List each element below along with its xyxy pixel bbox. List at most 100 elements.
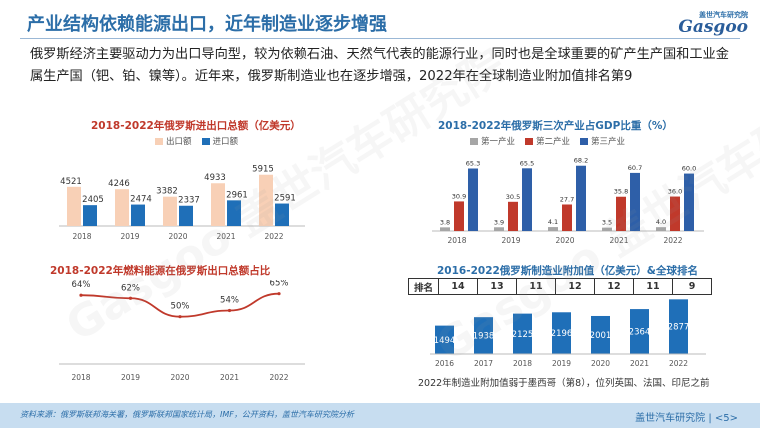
bar-export [67, 186, 81, 226]
data-label: 2591 [274, 194, 296, 204]
legend-import-label: 进口额 [212, 137, 239, 147]
data-label: 2474 [130, 195, 152, 205]
bar [630, 309, 649, 354]
bar-import [131, 204, 145, 226]
x-tick-label: 2019 [120, 232, 139, 241]
data-label: 3.8 [440, 218, 450, 226]
logo-top-text: 盖世汽车研究院 [699, 11, 748, 19]
legend-import: 进口额 [201, 135, 239, 147]
x-tick-label: 2018 [447, 236, 466, 245]
legend-tertiary: 第三产业 [580, 135, 625, 147]
data-label: 2196 [551, 329, 573, 339]
fuel-share-chart-title: 2018-2022年燃料能源在俄罗斯出口总额占比 [50, 265, 271, 277]
legend-export-label: 出口额 [166, 137, 192, 147]
intro-paragraph: 俄罗斯经济主要驱动力为出口导向型，较为依赖石油、天然气代表的能源行业，同时也是全… [30, 47, 729, 84]
data-label: 68.2 [574, 157, 588, 165]
data-label: 50% [171, 302, 190, 312]
data-label: 62% [121, 283, 140, 293]
bar-export [163, 196, 177, 226]
footer-source: 资料来源：俄罗斯联邦海关署，俄罗斯联邦国家统计局，IMF，公开资料，盖世汽车研究… [20, 410, 354, 419]
data-label: 2877 [668, 323, 690, 333]
mva-chart-title: 2016-2022俄罗斯制造业附加值（亿美元）&全球排名 [437, 265, 698, 277]
data-label: 2337 [178, 196, 200, 206]
data-point [128, 296, 133, 300]
data-label: 54% [220, 296, 239, 306]
x-tick-label: 2022 [269, 373, 288, 382]
bar-secondary [616, 196, 626, 231]
x-tick-label: 2018 [513, 359, 532, 368]
trade-chart-title: 2018-2022年俄罗斯进出口总额（亿美元） [91, 120, 301, 132]
x-tick-label: 2019 [501, 236, 520, 245]
data-label: 36.0 [668, 188, 682, 196]
data-label: 2001 [590, 331, 612, 341]
bar [513, 313, 532, 354]
data-label: 4.0 [656, 218, 666, 226]
logo-wordmark: Gasgoo [678, 17, 748, 37]
bar-secondary [454, 201, 464, 231]
rank-cell: 13 [477, 278, 517, 295]
x-tick-label: 2021 [630, 359, 649, 368]
data-label: 30.9 [452, 192, 466, 200]
gdp-structure-bar-chart: 3.8 30.9 65.3 2018 3.9 30.5 65.5 2019 4.1 27.7 68.… [432, 157, 704, 245]
bar-tertiary [468, 168, 478, 231]
bar-export [211, 183, 225, 226]
footer-sep: | [708, 413, 712, 424]
data-label: 30.5 [506, 193, 520, 201]
data-point [277, 292, 281, 296]
data-label: 1494 [434, 336, 456, 346]
rank-cell: 12 [594, 278, 634, 295]
rank-cell: 12 [555, 278, 595, 295]
title-divider [20, 38, 740, 39]
x-tick-label: 2018 [72, 232, 91, 241]
data-point [178, 315, 182, 319]
data-label: 64% [72, 280, 91, 290]
data-label: 2405 [82, 195, 104, 205]
data-label: 60.7 [628, 164, 642, 172]
data-label: 4.1 [548, 218, 558, 226]
bar-secondary [670, 196, 680, 231]
rank-cell: 9 [672, 278, 712, 295]
data-label: 3.9 [494, 218, 504, 226]
rank-cell: 14 [438, 278, 478, 295]
x-tick-label: 2019 [552, 359, 571, 368]
bar-secondary [562, 204, 572, 231]
x-tick-label: 2021 [216, 232, 235, 241]
bar [435, 325, 454, 354]
legend-primary: 第一产业 [470, 135, 515, 147]
x-tick-label: 2021 [609, 236, 628, 245]
legend-import-swatch [201, 137, 210, 145]
rank-cell: 11 [633, 278, 673, 295]
data-label: 4246 [108, 179, 130, 189]
bar-import [275, 203, 289, 226]
legend-tertiary-label: 第三产业 [591, 137, 626, 147]
rank-header-cell: 排名 [408, 278, 439, 295]
rank-row: 排名 14 13 11 12 12 11 9 [408, 278, 712, 295]
legend-tertiary-swatch [580, 137, 589, 145]
data-label: 2364 [629, 328, 651, 338]
x-tick-label: 2018 [71, 373, 90, 382]
data-label: 35.8 [614, 188, 628, 196]
bar-primary [548, 227, 558, 231]
bar-export [259, 174, 273, 226]
bar [669, 299, 688, 354]
data-label: 65% [270, 280, 289, 289]
mva-rank-table: 排名 14 13 11 12 12 11 9 [408, 278, 712, 295]
rank-cell: 11 [516, 278, 556, 295]
legend-secondary: 第二产业 [525, 135, 570, 147]
bar-tertiary [522, 168, 532, 231]
data-point [227, 308, 232, 313]
x-tick-label: 2022 [264, 232, 283, 241]
legend-export-swatch [155, 137, 163, 145]
gdp-structure-legend: 第一产业 第二产业 第三产业 [470, 135, 625, 147]
trade-chart-legend: 出口额 进口额 [155, 135, 238, 147]
x-tick-label: 2020 [591, 359, 610, 368]
legend-export: 出口额 [155, 135, 192, 147]
x-tick-label: 2021 [220, 373, 239, 382]
data-label: 5915 [252, 165, 274, 175]
bar-import [179, 205, 193, 226]
gasgoo-logo: 盖世汽车研究院 Gasgoo [652, 10, 748, 37]
legend-secondary-label: 第二产业 [536, 137, 571, 147]
x-tick-label: 2022 [669, 359, 688, 368]
x-tick-label: 2022 [663, 236, 682, 245]
legend-secondary-swatch [525, 137, 534, 145]
